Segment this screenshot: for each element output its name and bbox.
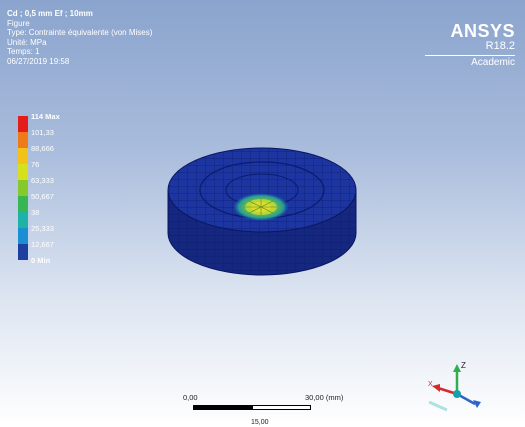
result-unit: Unité: MPa [7,37,47,47]
scale-bar-segment-light [252,405,311,410]
result-title: Cd ; 0,5 mm Ef ; 10mm [7,9,93,18]
legend-label: 88,666 [31,144,54,153]
ansys-logo: ANSYS R18.2 Academic [425,22,515,69]
scale-end-label: 30,00 (mm) [305,393,344,402]
legend-label: 63,333 [31,176,54,185]
brand-version: R18.2 [485,40,515,52]
legend-max-label: 114 Max [31,112,60,121]
legend-color-swatch [18,180,28,196]
legend-label: 25,333 [31,224,54,233]
triad-x-label: X [428,381,433,388]
result-type: Type: Contrainte équivalente (von Mises) [7,28,153,38]
legend-color-swatch [18,228,28,244]
legend-color-swatch [18,164,28,180]
legend-label: 12,667 [31,240,54,249]
legend-color-swatch [18,132,28,148]
brand-name: ANSYS [450,21,515,41]
legend-label: 76 [31,160,40,169]
disc-mesh-model[interactable] [160,130,365,280]
legend-min-label: 0 Min [31,256,51,265]
legend-label: 101,33 [31,128,54,137]
scale-mid-label: 15,00 [251,419,269,426]
result-date: 06/27/2019 19:58 [7,56,70,66]
result-time: Temps: 1 [7,47,40,57]
brand-edition: Academic [425,55,515,69]
legend-color-swatch [18,116,28,132]
legend-color-swatch [18,148,28,164]
triad-z-label: Z [461,361,466,370]
result-figure-label: Figure [7,18,30,28]
result-info: Cd ; 0,5 mm Ef ; 10mm Figure Type: Contr… [7,9,152,67]
legend-label: 50,667 [31,192,54,201]
legend-color-swatch [18,196,28,212]
axis-triad-icon[interactable]: Z X [425,358,495,418]
legend-color-swatch [18,244,28,260]
legend-color-swatch [18,212,28,228]
scale-bar-segment-dark [193,405,252,410]
scale-start-label: 0,00 [183,393,198,402]
legend-label: 38 [31,208,40,217]
